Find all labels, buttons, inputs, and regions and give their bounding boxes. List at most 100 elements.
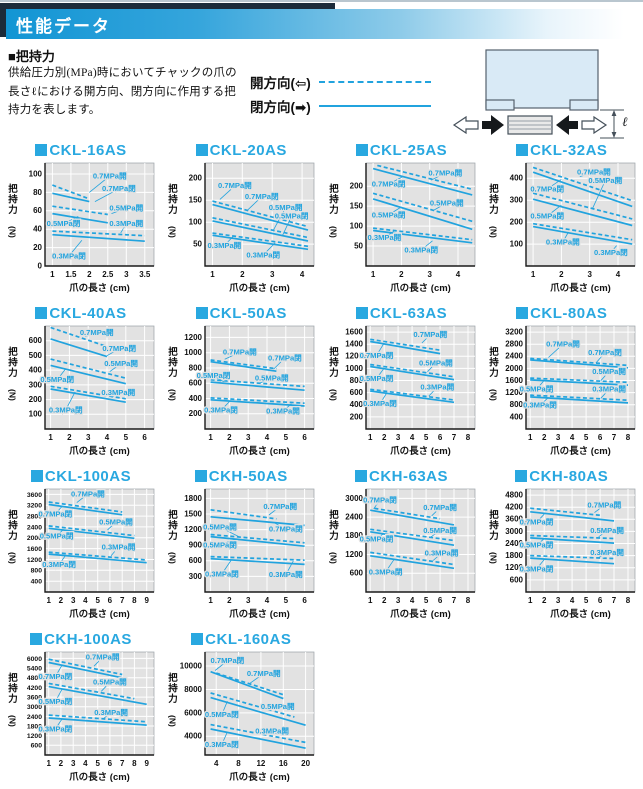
svg-text:把: 把 <box>8 509 18 521</box>
svg-text:8: 8 <box>465 433 470 442</box>
axes <box>44 163 154 267</box>
y-axis-title: 把持力 (N) <box>488 509 499 564</box>
series-line-0.5MPa-close <box>529 379 628 386</box>
series-label: 0.5MPa閉 <box>359 374 393 383</box>
svg-text:持: 持 <box>329 520 339 532</box>
series-line-0.7MPa-open <box>212 200 309 228</box>
series-line-0.3MPa-open <box>532 222 633 241</box>
svg-text:2000: 2000 <box>505 364 523 373</box>
svg-text:3600: 3600 <box>27 492 42 499</box>
svg-text:0: 0 <box>38 261 43 270</box>
svg-text:1000: 1000 <box>184 348 202 357</box>
label-leader-line <box>547 343 564 358</box>
svg-text:2: 2 <box>399 270 404 279</box>
svg-text:400: 400 <box>189 394 203 403</box>
svg-text:把: 把 <box>329 509 339 521</box>
x-tick-labels: 1 2 3 4 <box>531 270 621 279</box>
x-tick-labels: 1 2 3 4 <box>211 270 306 279</box>
series-label: 0.3MPa閉 <box>205 569 239 578</box>
series-label: 0.5MPa閉 <box>371 210 405 219</box>
chuck-foot-right <box>569 99 599 111</box>
svg-text:力: 力 <box>168 693 178 705</box>
x-tick-labels: 1 2 3 4 <box>370 270 460 279</box>
legend-open-label: 開方向(⇦) <box>250 76 311 91</box>
series-line-0.7MPa-open <box>529 357 628 367</box>
svg-text:持: 持 <box>8 194 18 206</box>
svg-text:6: 6 <box>108 596 113 605</box>
series-label: 0.3MPa閉 <box>49 405 83 414</box>
series-label: 0.5MPa閉 <box>530 211 564 220</box>
series-label: 0.3MPa閉 <box>519 564 553 573</box>
svg-text:力: 力 <box>489 530 499 542</box>
svg-text:把: 把 <box>489 183 499 195</box>
label-leader-line <box>58 554 67 565</box>
svg-text:100: 100 <box>349 222 363 231</box>
chart-ckl-40as: CKL-40AS 100 200 300 400 500 600 1 2 3 4 5 6 把持力 (N) 爪の… <box>2 305 160 463</box>
axes <box>364 489 475 593</box>
svg-text:持: 持 <box>8 683 18 695</box>
svg-text:5: 5 <box>423 596 428 605</box>
svg-text:4: 4 <box>83 759 88 768</box>
svg-text:20: 20 <box>33 243 42 252</box>
svg-text:(N): (N) <box>8 715 18 727</box>
series-line-0.3MPa-open <box>212 232 309 248</box>
series-label: 0.5MPa閉 <box>40 531 74 540</box>
svg-text:800: 800 <box>31 568 43 575</box>
series-label: 0.5MPa閉 <box>275 211 309 220</box>
chart-model-name: CKL-160AS <box>205 631 292 648</box>
chart-ckh-100as: CKH-100AS 600 1200 1800 2400 3000 3600 4200 4800… <box>2 631 160 789</box>
svg-text:2400: 2400 <box>27 524 42 531</box>
svg-text:1: 1 <box>50 270 55 279</box>
label-leader-line <box>432 552 442 561</box>
y-tick-labels: 50 100 150 200 <box>349 182 363 251</box>
y-tick-labels: 300 600 900 1200 1500 1800 <box>184 494 202 581</box>
svg-text:100: 100 <box>509 240 523 249</box>
svg-text:200: 200 <box>349 412 363 421</box>
chart-ckl-50as: CKL-50AS 200 400 600 800 1000 1200 1 2 3 4 5 6 把持力 (N)… <box>162 305 320 463</box>
y-tick-labels: 100 200 300 400 500 600 <box>29 336 43 419</box>
label-leader-line <box>430 530 440 538</box>
svg-text:4000: 4000 <box>184 732 202 741</box>
series-label: 0.3MPa開 <box>109 219 143 228</box>
label-leader-line <box>274 522 287 530</box>
label-leader-line <box>76 493 89 503</box>
series-label: 0.3MPa閉 <box>523 401 557 410</box>
label-leader-line <box>420 240 433 251</box>
series-line-0.7MPa-close <box>210 670 284 700</box>
svg-text:4200: 4200 <box>505 503 523 512</box>
svg-text:3: 3 <box>587 270 592 279</box>
plot-area <box>365 162 475 267</box>
svg-text:4: 4 <box>409 596 414 605</box>
series-label: 0.3MPa開 <box>424 549 458 558</box>
svg-text:1: 1 <box>367 596 372 605</box>
series-line-0.7MPa-close <box>212 203 309 231</box>
chart-canvas: 600 1200 1800 2400 3000 1 2 3 4 5 6 7 8 把持力 (N) 爪の長さ (c… <box>328 488 475 620</box>
svg-text:4: 4 <box>409 433 414 442</box>
svg-text:150: 150 <box>349 202 363 211</box>
svg-text:4: 4 <box>83 596 88 605</box>
series-label: 0.7MPa閉 <box>588 348 622 357</box>
svg-text:把: 把 <box>329 346 339 358</box>
title-square-icon <box>516 144 529 156</box>
svg-text:2: 2 <box>227 433 232 442</box>
chart-ckl-20as: CKL-20AS 50 100 150 200 1 2 3 4 把持力 (N) 爪の長さ (cm) 0.… <box>162 142 320 300</box>
chuck-foot-left <box>485 99 515 111</box>
label-leader-line <box>387 176 403 185</box>
series-line-0.3MPa-close <box>212 234 309 251</box>
svg-text:(N): (N) <box>168 389 178 401</box>
title-square-icon <box>515 470 528 482</box>
series-line-0.3MPa-close <box>369 390 454 404</box>
label-leader-line <box>120 223 127 234</box>
title-square-icon <box>354 470 367 482</box>
series-line-0.3MPa-open <box>369 551 454 566</box>
axes <box>44 326 154 430</box>
svg-text:6: 6 <box>437 433 442 442</box>
svg-text:1: 1 <box>370 270 375 279</box>
series-label: 0.7MPa閉 <box>268 353 302 362</box>
svg-text:2400: 2400 <box>27 714 42 721</box>
title-square-icon <box>194 470 207 482</box>
y-tick-labels: 600 1200 1800 2400 3000 <box>345 494 363 578</box>
label-leader-line <box>68 240 83 257</box>
close-direction-arrow-right-icon <box>482 115 504 135</box>
